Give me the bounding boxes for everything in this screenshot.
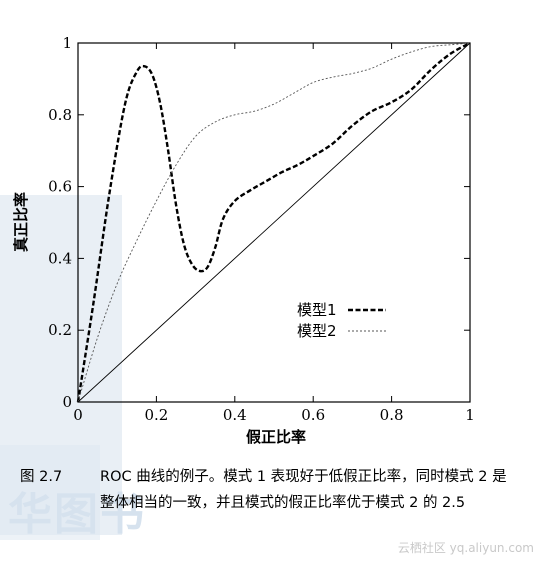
diagonal-reference-line: [77, 42, 471, 403]
y-tick-label: 0.2: [48, 321, 72, 339]
x-axis-label: 假正比率: [246, 428, 306, 446]
plot-frame: [77, 42, 471, 403]
watermark-block-lower: [0, 445, 100, 540]
y-axis-label: 真正比率: [12, 192, 30, 252]
x-tick-label: 0: [73, 406, 83, 424]
x-tick-label: 0.2: [144, 406, 168, 424]
x-tick-label: 0.8: [380, 406, 404, 424]
y-tick-label: 0.8: [48, 106, 72, 124]
y-tick-label: 1: [62, 34, 72, 52]
figure-number: 图 2.7: [20, 469, 63, 485]
x-tick-label: 0.6: [301, 406, 325, 424]
y-tick-label: 0.4: [48, 249, 72, 267]
series-line-1: [76, 41, 471, 403]
y-tick-label: 0: [62, 393, 72, 411]
series-line-2: [77, 42, 471, 403]
y-tick-label: 0.6: [48, 178, 72, 196]
legend-label-1: 模型1: [297, 301, 337, 319]
figure-caption: 图 2.7 ROC 曲线的例子。模式 1 表现好于低假正比率，同时模式 2 是整…: [20, 464, 520, 516]
watermark-credit: 云栖社区 yq.aliyun.com: [397, 541, 534, 555]
legend-label-2: 模型2: [297, 322, 337, 340]
x-tick-label: 1: [465, 406, 475, 424]
x-tick-label: 0.4: [223, 406, 247, 424]
watermark-text: 华图书: [8, 489, 146, 540]
caption-text: ROC 曲线的例子。模式 1 表现好于低假正比率，同时模式 2 是整体相当的一致…: [100, 469, 507, 511]
